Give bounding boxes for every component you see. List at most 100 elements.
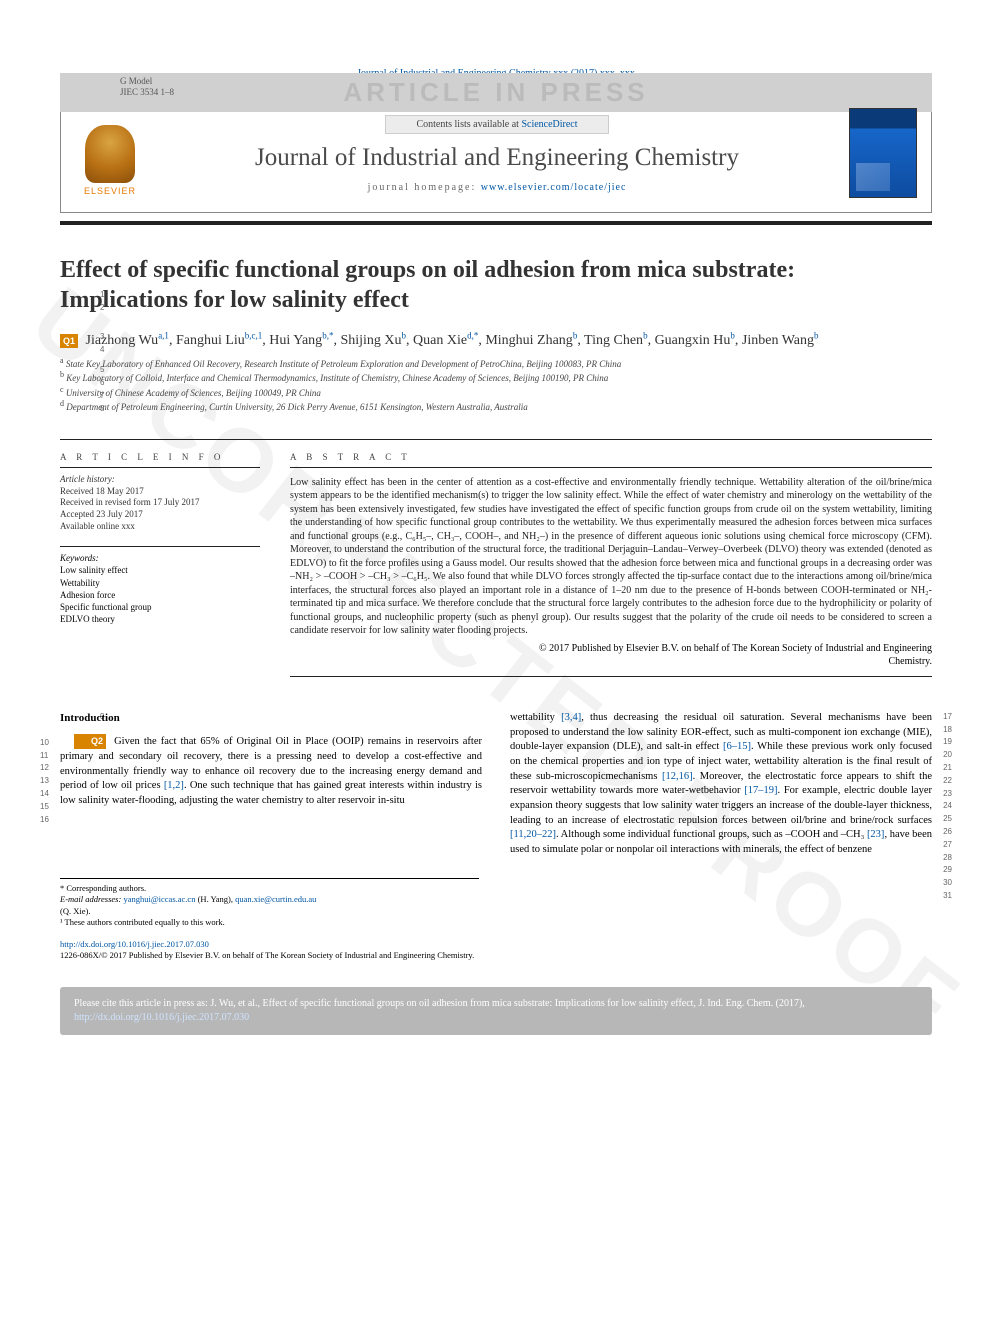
email-name-1: (H. Yang), [198, 894, 233, 904]
cite-doi-link[interactable]: http://dx.doi.org/10.1016/j.jiec.2017.07… [74, 1012, 249, 1023]
email-label: E-mail addresses: [60, 894, 121, 904]
ln: 6 [100, 377, 104, 390]
g-model-block: G Model JIEC 3534 1–8 [120, 76, 174, 98]
equal-contrib-note: ¹ These authors contributed equally to t… [60, 917, 479, 928]
ln: 5 [100, 364, 104, 377]
ln: 3 [100, 331, 104, 344]
title-line-2: Implications for low salinity effect [60, 287, 409, 313]
thick-separator [60, 221, 932, 225]
ref-link[interactable]: [11,20–22] [510, 829, 556, 840]
ln: 18 [943, 724, 952, 737]
ln: 12 [40, 762, 49, 775]
doi-block: http://dx.doi.org/10.1016/j.jiec.2017.07… [60, 939, 932, 961]
history-item: Received 18 May 2017 [60, 486, 260, 498]
affiliation-line: b Key Laboratory of Colloid, Interface a… [60, 370, 932, 384]
ln: 27 [943, 839, 952, 852]
doi-link[interactable]: http://dx.doi.org/10.1016/j.jiec.2017.07… [60, 939, 209, 949]
cite-this-article-box: Please cite this article in press as: J.… [60, 987, 932, 1035]
ref-link[interactable]: [6–15] [723, 741, 751, 752]
email-link-1[interactable]: yanghui@iccas.ac.cn [123, 894, 195, 904]
email-line: E-mail addresses: yanghui@iccas.ac.cn (H… [60, 894, 479, 905]
abstract-column: A B S T R A C T Low salinity effect has … [290, 440, 932, 677]
ln: 10 [40, 737, 49, 750]
contents-available-line: Contents lists available at ScienceDirec… [385, 115, 608, 134]
line-num-affil: 5 6 7 8 [100, 364, 104, 415]
keyword: Adhesion force [60, 589, 260, 601]
article-info-heading: A R T I C L E I N F O [60, 452, 260, 468]
ln: 28 [943, 852, 952, 865]
left-column: Introduction 10111213141516 Q2 Given the… [60, 711, 482, 858]
homepage-prefix: journal homepage: [368, 182, 481, 193]
ln: 22 [943, 775, 952, 788]
line-nums-left-body: 10111213141516 [40, 737, 49, 827]
ln: 30 [943, 877, 952, 890]
body-two-column: 9 Introduction 10111213141516 Q2 Given t… [60, 711, 932, 858]
elsevier-tree-icon [85, 125, 135, 183]
history-item: Available online xxx [60, 521, 260, 533]
journal-cover-thumbnail [849, 108, 917, 198]
ref-link[interactable]: [1,2] [164, 780, 184, 791]
q1-tag: Q1 [60, 334, 78, 349]
article-history-block: Article history: Received 18 May 2017 Re… [60, 474, 260, 532]
ref-link[interactable]: [23] [867, 829, 885, 840]
authors-line: Q1 Jiazhong Wua,1, Fanghui Liub,c,1, Hui… [60, 329, 932, 350]
copyright-line2: Chemistry. [888, 656, 932, 667]
authors-names: Jiazhong Wua,1, Fanghui Liub,c,1, Hui Ya… [86, 333, 819, 348]
ln: 13 [40, 775, 49, 788]
g-model-code: JIEC 3534 1–8 [120, 87, 174, 98]
intro-left-text: Given the fact that 65% of Original Oil … [60, 736, 482, 806]
ln: 11 [40, 750, 49, 763]
article-in-press-band: ARTICLE IN PRESS [60, 73, 932, 112]
g-model-label: G Model [120, 76, 174, 87]
page-root: UNCORRECTED PROOF G Model JIEC 3534 1–8 … [0, 0, 992, 1323]
intro-paragraph-right: wettability [3,4], thus decreasing the r… [510, 711, 932, 858]
affiliation-line: a State Key Laboratory of Enhanced Oil R… [60, 356, 932, 370]
corresponding-label: * Corresponding authors. [60, 883, 479, 894]
ln: 17 [943, 711, 952, 724]
keyword: Specific functional group [60, 601, 260, 613]
history-item: Accepted 23 July 2017 [60, 509, 260, 521]
ln: 16 [40, 814, 49, 827]
info-abstract-row: A R T I C L E I N F O Article history: R… [60, 439, 932, 677]
ln: 14 [40, 788, 49, 801]
ln: 1 [100, 289, 104, 302]
line-nums-right-body: 171819202122232425262728293031 [943, 711, 952, 903]
journal-homepage-line: journal homepage: www.elsevier.com/locat… [159, 182, 835, 193]
abstract-text: Low salinity effect has been in the cent… [290, 476, 932, 638]
keyword: Low salinity effect [60, 564, 260, 576]
contents-prefix: Contents lists available at [416, 119, 521, 130]
intro-paragraph-left: Q2 Given the fact that 65% of Original O… [60, 734, 482, 808]
ref-link[interactable]: [3,4] [561, 712, 581, 723]
ln: 19 [943, 736, 952, 749]
keywords-label: Keywords: [60, 552, 260, 564]
sciencedirect-link[interactable]: ScienceDirect [521, 119, 577, 130]
copyright-line1: © 2017 Published by Elsevier B.V. on beh… [539, 643, 932, 654]
ref-link[interactable]: [12,16] [662, 771, 693, 782]
right-column: 171819202122232425262728293031 wettabili… [510, 711, 932, 858]
email-name-2: (Q. Xie). [60, 906, 479, 917]
section-heading-introduction: Introduction [60, 711, 482, 726]
ln: 4 [100, 344, 104, 357]
keywords-block: Keywords: Low salinity effect Wettabilit… [60, 546, 260, 625]
abstract-bottom-rule [290, 676, 932, 677]
elsevier-logo: ELSEVIER [75, 110, 145, 196]
ln: 29 [943, 864, 952, 877]
history-item: Received in revised form 17 July 2017 [60, 497, 260, 509]
q2-tag: Q2 [74, 734, 106, 749]
ln: 26 [943, 826, 952, 839]
ln: 21 [943, 762, 952, 775]
footnotes-block: * Corresponding authors. E-mail addresse… [60, 878, 479, 929]
email-link-2[interactable]: quan.xie@curtin.edu.au [235, 894, 316, 904]
homepage-link[interactable]: www.elsevier.com/locate/jiec [481, 182, 627, 193]
ref-link[interactable]: [17–19] [744, 785, 777, 796]
ln: 24 [943, 800, 952, 813]
abstract-heading: A B S T R A C T [290, 452, 932, 468]
ln: 15 [40, 801, 49, 814]
ln: 20 [943, 749, 952, 762]
article-info-column: A R T I C L E I N F O Article history: R… [60, 440, 260, 677]
keyword: Wettability [60, 577, 260, 589]
ln: 7 [100, 390, 104, 403]
journal-center-block: Contents lists available at ScienceDirec… [159, 114, 835, 193]
ln: 2 [100, 302, 104, 315]
elsevier-word: ELSEVIER [84, 186, 136, 196]
